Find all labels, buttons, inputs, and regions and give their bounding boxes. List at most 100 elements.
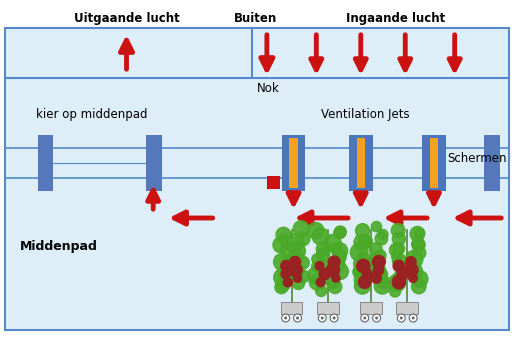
Bar	[485, 135, 500, 191]
Circle shape	[353, 263, 370, 280]
Bar	[38, 135, 53, 191]
Circle shape	[296, 317, 299, 320]
Bar	[289, 138, 297, 188]
Circle shape	[307, 267, 324, 284]
Circle shape	[316, 248, 330, 261]
Circle shape	[369, 243, 382, 256]
Bar	[5, 28, 509, 330]
Bar	[349, 135, 373, 191]
Circle shape	[396, 266, 406, 276]
Circle shape	[328, 256, 340, 268]
Circle shape	[409, 274, 417, 283]
Circle shape	[357, 259, 370, 273]
Circle shape	[291, 251, 304, 264]
Bar	[281, 302, 303, 314]
Circle shape	[289, 243, 305, 259]
Circle shape	[398, 314, 405, 322]
Circle shape	[293, 314, 302, 322]
Circle shape	[409, 314, 417, 322]
Circle shape	[415, 228, 425, 238]
Circle shape	[375, 233, 388, 245]
Circle shape	[330, 314, 338, 322]
Circle shape	[405, 251, 423, 268]
Text: Ingaande lucht: Ingaande lucht	[346, 12, 445, 25]
Circle shape	[362, 269, 373, 279]
Circle shape	[376, 268, 388, 280]
Circle shape	[375, 317, 378, 320]
Circle shape	[373, 314, 380, 322]
Circle shape	[374, 250, 386, 261]
Circle shape	[373, 255, 385, 268]
Circle shape	[358, 276, 371, 289]
Circle shape	[405, 264, 418, 276]
Circle shape	[389, 286, 401, 297]
Circle shape	[331, 243, 342, 254]
Circle shape	[389, 274, 406, 291]
Circle shape	[283, 278, 292, 287]
Circle shape	[412, 279, 426, 294]
Circle shape	[391, 223, 405, 237]
Circle shape	[350, 243, 368, 261]
Circle shape	[293, 274, 302, 282]
Circle shape	[292, 262, 303, 273]
Text: kier op middenpad: kier op middenpad	[36, 108, 147, 121]
Circle shape	[354, 278, 370, 294]
Circle shape	[316, 278, 325, 287]
Circle shape	[333, 251, 346, 264]
Text: Schermen: Schermen	[447, 152, 506, 165]
Circle shape	[354, 272, 370, 288]
Circle shape	[412, 271, 428, 287]
Bar	[282, 135, 305, 191]
Circle shape	[281, 260, 292, 272]
Circle shape	[297, 270, 309, 283]
Circle shape	[328, 280, 342, 293]
Circle shape	[290, 256, 301, 268]
Circle shape	[413, 239, 425, 252]
Circle shape	[334, 226, 346, 238]
Circle shape	[393, 243, 405, 254]
Circle shape	[275, 280, 288, 294]
Circle shape	[321, 317, 324, 320]
Circle shape	[325, 235, 341, 251]
Circle shape	[326, 264, 340, 277]
Circle shape	[354, 234, 370, 251]
Circle shape	[355, 224, 369, 238]
Circle shape	[326, 274, 340, 289]
Circle shape	[393, 271, 406, 284]
Circle shape	[281, 243, 293, 256]
Circle shape	[277, 278, 290, 291]
Circle shape	[392, 251, 402, 262]
Circle shape	[392, 275, 405, 289]
Circle shape	[317, 259, 328, 270]
Circle shape	[284, 317, 287, 320]
Circle shape	[318, 314, 326, 322]
Circle shape	[332, 274, 340, 282]
Circle shape	[357, 252, 371, 267]
Text: Uitgaande lucht: Uitgaande lucht	[73, 12, 179, 25]
Circle shape	[274, 269, 292, 287]
Circle shape	[359, 235, 373, 248]
Circle shape	[374, 278, 390, 294]
Circle shape	[332, 317, 336, 320]
Circle shape	[292, 265, 304, 277]
Circle shape	[274, 254, 290, 270]
Circle shape	[312, 261, 322, 272]
Circle shape	[287, 234, 304, 251]
Circle shape	[363, 317, 366, 320]
Circle shape	[371, 263, 386, 278]
Circle shape	[319, 268, 330, 280]
Circle shape	[281, 270, 290, 279]
Text: Nok: Nok	[257, 82, 280, 95]
Circle shape	[276, 227, 291, 242]
Circle shape	[292, 277, 305, 289]
Circle shape	[282, 255, 293, 266]
Circle shape	[405, 257, 419, 271]
Circle shape	[278, 265, 295, 282]
Circle shape	[410, 226, 425, 241]
Bar	[430, 138, 438, 188]
Circle shape	[397, 268, 408, 280]
Circle shape	[412, 238, 425, 251]
Circle shape	[369, 252, 386, 269]
Circle shape	[400, 317, 403, 320]
Bar	[146, 135, 162, 191]
